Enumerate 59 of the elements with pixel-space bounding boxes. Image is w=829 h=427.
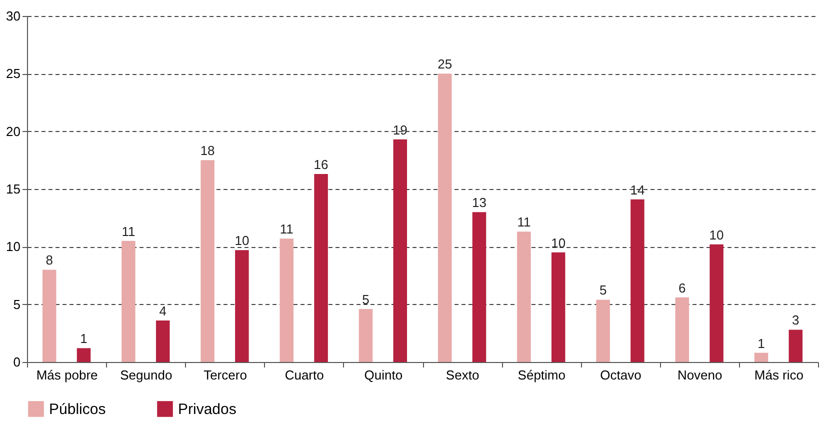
- y-tick-label: 0: [13, 354, 20, 370]
- x-tick-label: Más pobre: [36, 368, 98, 382]
- bar: [156, 320, 170, 362]
- x-tick-label: Tercero: [204, 368, 247, 382]
- x-tick-label: Cuarto: [284, 368, 324, 382]
- bar: [754, 352, 768, 362]
- data-label: 11: [280, 222, 294, 237]
- bar: [235, 250, 249, 362]
- bar: [517, 232, 531, 362]
- x-tick-label: Séptimo: [518, 368, 566, 382]
- x-tick-label: Noveno: [677, 368, 722, 382]
- data-label: 10: [709, 227, 724, 242]
- bar: [200, 160, 214, 362]
- data-label: 6: [678, 280, 686, 296]
- bar: [358, 308, 373, 362]
- bar: [280, 238, 294, 362]
- bar: [438, 74, 452, 362]
- data-label: 10: [551, 235, 566, 250]
- bar: [596, 300, 610, 362]
- data-label: 5: [362, 292, 370, 307]
- bar: [42, 270, 56, 362]
- bar: [675, 297, 690, 362]
- bar: [393, 139, 408, 362]
- data-label: 11: [517, 214, 531, 230]
- data-label: 19: [392, 122, 408, 138]
- bar: [76, 348, 91, 362]
- bar: [630, 199, 644, 362]
- bar: [472, 212, 486, 362]
- data-label: 11: [122, 224, 136, 239]
- data-label: 1: [80, 331, 88, 346]
- data-label: 4: [159, 303, 166, 318]
- y-tick-label: 5: [13, 296, 20, 312]
- x-tick-label: Quinto: [364, 368, 403, 382]
- bar: [314, 174, 328, 362]
- data-label: 8: [46, 252, 53, 268]
- bar: [788, 330, 803, 362]
- y-tick-label: 10: [6, 239, 20, 254]
- data-label: 1: [758, 336, 765, 351]
- y-tick-label: 30: [6, 8, 20, 24]
- bar: [551, 252, 566, 362]
- x-tick-label: Octavo: [600, 368, 642, 382]
- data-label: 13: [472, 195, 486, 210]
- data-label: 18: [200, 143, 215, 158]
- bar: [122, 240, 136, 362]
- x-tick-label: Segundo: [120, 368, 172, 382]
- data-label: 25: [438, 56, 452, 72]
- legend-label: Públicos: [49, 401, 106, 418]
- data-label: 16: [314, 157, 328, 172]
- bar: [710, 244, 724, 362]
- y-tick-label: 25: [6, 66, 20, 82]
- y-tick-label: 15: [6, 182, 20, 196]
- data-label: 14: [630, 182, 645, 198]
- legend-label: Privados: [178, 401, 236, 418]
- x-tick-label: Más rico: [754, 368, 804, 382]
- x-tick-label: Sexto: [446, 368, 480, 382]
- data-label: 5: [599, 282, 607, 298]
- data-label: 10: [234, 233, 250, 248]
- y-tick-label: 20: [6, 124, 20, 139]
- data-label: 3: [792, 312, 800, 328]
